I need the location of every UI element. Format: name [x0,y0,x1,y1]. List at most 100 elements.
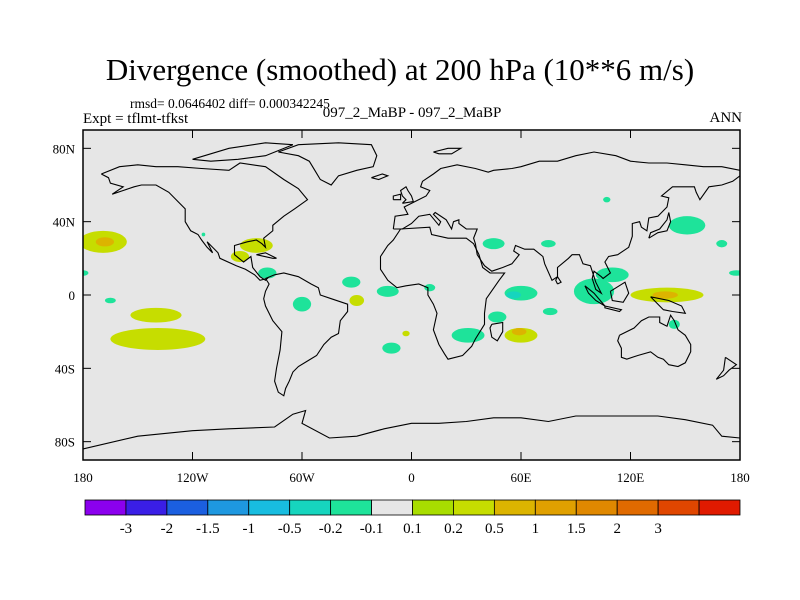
contour-region-15 [541,240,556,248]
contour-region-28 [716,240,728,248]
coastline-17 [650,296,687,314]
contour-region-17 [506,291,521,299]
coastline-19 [555,275,562,285]
axis-ticks: 180 120W 60W 0 60E 120E 180 80N 40N 0 40S 80S [53,130,750,485]
colorbar-label: -0.1 [360,521,384,537]
coastline-7 [83,409,740,450]
contour-region-31 [83,270,89,276]
x-tick-label: 0 [408,470,415,485]
season-label: ANN [709,110,743,126]
colorbar-swatch [330,499,372,516]
coastline-14 [584,285,606,307]
experiment-label: Expt = tflmt-tfkst [83,111,189,127]
contour-region-7 [292,296,312,312]
coastline-9 [433,147,463,155]
colorbar-label: 0.1 [403,521,422,537]
colorbar-label: -2 [161,521,174,537]
x-tick-label: 180 [73,470,93,485]
y-tick-label: 80S [55,435,75,450]
contour-region-2 [110,328,206,350]
contour-region-5 [230,251,250,262]
contour-region-19 [451,328,485,343]
y-tick-label: 40S [55,361,75,376]
x-tick-label: 180 [730,470,750,485]
coastline-6 [617,313,692,368]
chart-title: Divergence (smoothed) at 200 hPa (10**6 … [105,52,695,87]
contour-region-12 [402,330,410,337]
colorbar-label: 0.5 [485,521,504,537]
contour-region-1 [95,237,115,247]
colorbar-label: -1.5 [196,521,220,537]
colorbar-swatch [616,499,659,516]
colorbar-label: 3 [654,521,662,537]
case-comparison-label: 097_2_MaBP - 097_2_MaBP [322,105,502,121]
colorbar-label: 1 [532,521,540,537]
contour-region-34 [201,232,206,237]
colorbar-label: 0.2 [444,521,463,537]
colorbar-swatch [166,499,209,516]
coastline-13 [648,212,672,239]
coastline-20 [256,252,277,259]
contour-region-9 [342,276,361,288]
colorbar-swatch [371,499,413,516]
coastline-5 [489,321,504,342]
colorbar-swatch [84,499,127,516]
y-tick-label: 0 [69,288,76,303]
x-tick-label: 60E [511,470,532,485]
coastline-1 [278,142,378,186]
colorbar-swatch [207,499,250,516]
colorbar-swatch [534,499,577,516]
contour-region-24 [595,267,629,283]
contour-region-27 [668,216,706,235]
colorbar-swatch [248,499,291,516]
coastline-8 [192,142,294,162]
colorbar-swatch [289,499,332,516]
contour-region-3 [130,307,182,323]
coastline-11 [399,185,415,204]
coastline-12 [392,193,402,201]
coastline-16 [609,281,630,303]
colorbar-swatch [493,499,536,516]
colorbar-label: -3 [120,521,133,537]
colorbar-swatch [698,499,741,516]
contour-region-13 [424,284,436,292]
colorbar: -3 -2 -1.5 -1 -0.5 -0.2 -0.1 0.1 0.2 0.5 1 1.5 2 3 [84,499,741,537]
rmsd-diff-label: rmsd= 0.0646402 diff= 0.000342245 [130,96,330,111]
x-tick-label: 120W [177,470,210,485]
contour-region-26 [652,291,678,299]
coastline-18 [715,356,738,380]
y-tick-label: 40N [53,215,76,230]
colorbar-swatch [412,499,454,516]
colorbar-label: -0.5 [278,521,302,537]
colorbar-label: -1 [243,521,256,537]
colorbar-swatch [453,499,495,516]
colorbar-label: 1.5 [567,521,586,537]
continent-outlines [83,142,740,450]
coastline-10 [371,173,390,181]
contour-region-32 [603,196,611,203]
x-tick-label: 120E [617,470,645,485]
contour-region-21 [511,328,527,336]
colorbar-swatch [125,499,168,516]
contour-region-11 [349,295,365,306]
coastline-15 [604,305,623,313]
colorbar-label: 2 [613,521,621,537]
contour-region-18 [488,311,507,323]
contour-region-14 [482,238,505,250]
contour-regions [83,130,740,460]
contour-region-33 [104,297,116,304]
colorbar-label: -0.2 [319,521,343,537]
coastline-0 [101,162,309,282]
contour-region-8 [376,285,399,297]
contour-region-30 [729,270,740,276]
contour-region-22 [542,307,558,316]
contour-region-23 [573,278,615,305]
y-tick-label: 80N [53,141,76,156]
contour-region-10 [382,342,401,354]
colorbar-swatch [657,499,700,516]
coastline-2 [263,272,349,397]
coastline-3 [392,151,740,295]
colorbar-swatch [575,499,618,516]
x-tick-label: 60W [289,470,315,485]
